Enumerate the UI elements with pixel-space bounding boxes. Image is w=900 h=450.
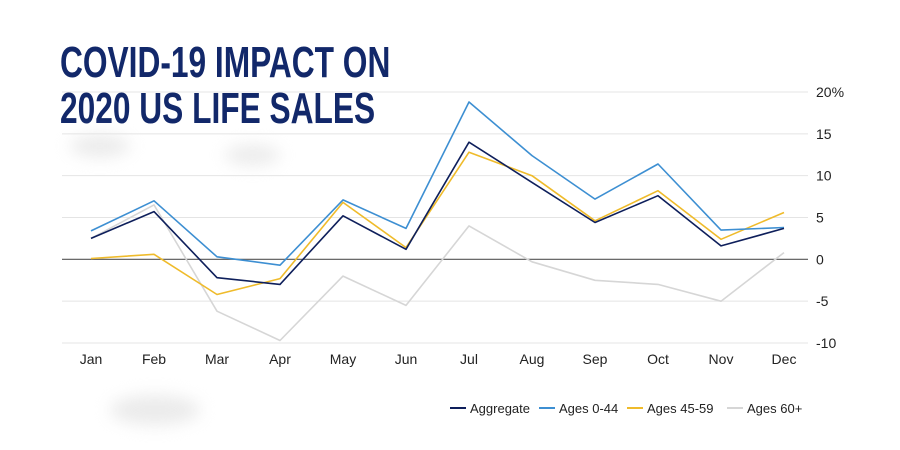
blurred-placeholder bbox=[225, 145, 280, 165]
y-tick-label: -10 bbox=[816, 335, 836, 351]
x-tick-label: Oct bbox=[647, 351, 669, 367]
x-tick-label: Jan bbox=[80, 351, 103, 367]
series-line-ages-0-44 bbox=[90, 101, 785, 267]
y-tick-label: 10 bbox=[816, 168, 832, 184]
y-tick-label: 15 bbox=[816, 126, 832, 142]
blurred-placeholder bbox=[110, 395, 200, 425]
legend-label-ages-60-: Ages 60+ bbox=[747, 401, 802, 416]
series-line-ages-60- bbox=[90, 204, 785, 342]
x-tick-label: Dec bbox=[772, 351, 797, 367]
chart-title: COVID-19 IMPACT ON 2020 US LIFE SALES bbox=[60, 40, 390, 132]
chart-title-line-2: 2020 US LIFE SALES bbox=[60, 84, 376, 133]
y-tick-label: 20% bbox=[816, 84, 844, 100]
blurred-placeholder bbox=[70, 135, 130, 157]
series-line-ages-45-59 bbox=[90, 151, 785, 296]
x-tick-label: Mar bbox=[205, 351, 229, 367]
x-tick-label: Jul bbox=[460, 351, 478, 367]
chart-title-line-1: COVID-19 IMPACT ON bbox=[60, 38, 391, 87]
x-tick-label: Apr bbox=[269, 351, 291, 367]
y-tick-label: -5 bbox=[816, 293, 829, 309]
legend-label-ages-45-59: Ages 45-59 bbox=[647, 401, 714, 416]
x-tick-label: Nov bbox=[709, 351, 734, 367]
x-tick-label: Jun bbox=[395, 351, 418, 367]
y-tick-label: 0 bbox=[816, 251, 824, 267]
legend-label-aggregate: Aggregate bbox=[470, 401, 530, 416]
x-tick-label: Aug bbox=[520, 351, 545, 367]
y-tick-label: 5 bbox=[816, 210, 824, 226]
series-line-aggregate bbox=[90, 141, 785, 286]
x-tick-label: May bbox=[330, 351, 356, 367]
x-tick-label: Feb bbox=[142, 351, 166, 367]
x-tick-label: Sep bbox=[583, 351, 608, 367]
legend-label-ages-0-44: Ages 0-44 bbox=[559, 401, 618, 416]
